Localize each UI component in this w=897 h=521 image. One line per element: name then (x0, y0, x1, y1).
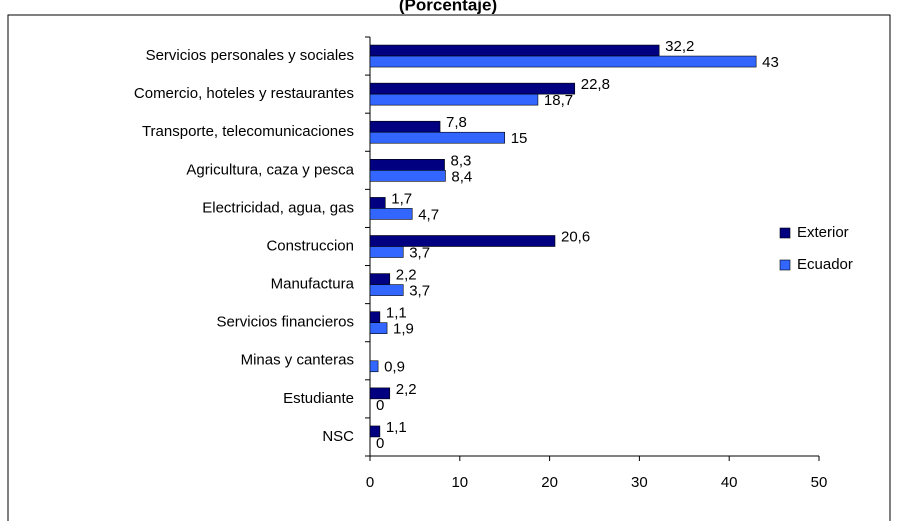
x-tick-label: 0 (366, 474, 374, 491)
value-label: 1,1 (386, 419, 407, 436)
y-tick-label: Construccion (266, 237, 354, 254)
bar (369, 273, 391, 285)
bar (369, 246, 404, 258)
y-tick-label: Comercio, hoteles y restaurantes (134, 85, 354, 102)
y-tick-label: NSC (322, 428, 354, 445)
value-label: 22,8 (581, 76, 610, 93)
value-label: 7,8 (446, 114, 467, 131)
value-label: 43 (762, 54, 779, 71)
bar (369, 208, 413, 220)
y-tick-label: Minas y canteras (241, 352, 354, 369)
bar (369, 93, 539, 106)
bar (369, 360, 379, 373)
value-label: 15 (511, 130, 528, 147)
value-label: 4,7 (418, 206, 439, 223)
value-label: 18,7 (544, 92, 573, 109)
bar (369, 159, 445, 171)
x-tick-label: 20 (541, 474, 558, 491)
x-tick-label: 50 (811, 474, 828, 491)
bar (369, 284, 404, 296)
bar (369, 425, 381, 438)
legend-label: Exterior (797, 224, 849, 241)
bar (369, 131, 505, 144)
y-tick-label: Agricultura, caza y pesca (186, 161, 354, 178)
value-label: 0,9 (384, 359, 405, 376)
value-label: 0 (376, 397, 384, 414)
value-label: 8,4 (451, 168, 472, 185)
value-label: 8,3 (451, 152, 472, 169)
value-label: 32,2 (665, 38, 694, 55)
y-tick-label: Servicios personales y sociales (146, 47, 354, 64)
y-tick-label: Transporte, telecomunicaciones (142, 123, 354, 140)
value-label: 2,2 (396, 381, 417, 398)
value-label: 0 (376, 435, 384, 452)
chart-frame (7, 14, 891, 521)
bar (369, 120, 441, 133)
value-label: 1,7 (391, 190, 412, 207)
value-label: 1,9 (393, 321, 414, 338)
bar (369, 197, 386, 209)
y-tick-label: Electricidad, agua, gas (202, 199, 354, 216)
legend-label: Ecuador (797, 256, 853, 273)
x-tick-label: 30 (631, 474, 648, 491)
bar (369, 235, 556, 247)
legend-swatch (779, 259, 791, 271)
y-tick-label: Estudiante (283, 390, 354, 407)
bar (369, 322, 388, 334)
chart-title: (Porcentaje) (399, 0, 497, 14)
x-tick-label: 10 (451, 474, 468, 491)
y-tick-label: Manufactura (271, 276, 355, 293)
y-tick-label: Servicios financieros (216, 314, 354, 331)
value-label: 3,7 (409, 283, 430, 300)
value-label: 3,7 (409, 244, 430, 261)
bar (369, 311, 381, 323)
x-tick-label: 40 (721, 474, 738, 491)
value-label: 2,2 (396, 267, 417, 284)
value-label: 1,1 (386, 305, 407, 322)
legend-swatch (779, 227, 791, 239)
bar (369, 387, 391, 400)
bar (369, 44, 660, 57)
value-label: 20,6 (561, 228, 590, 245)
bar (369, 170, 446, 182)
bar (369, 55, 757, 68)
